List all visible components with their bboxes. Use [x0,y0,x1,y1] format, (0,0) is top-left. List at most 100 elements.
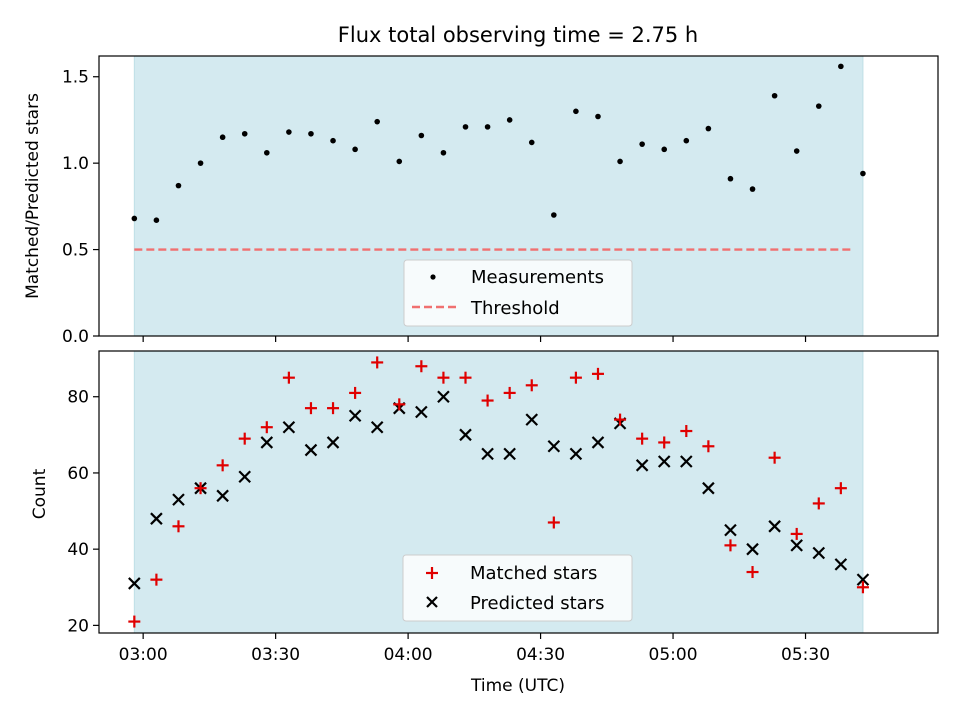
predicted-star-point [326,436,340,449]
x-stroke [591,436,605,449]
matched-star-point [569,371,582,384]
top-y-axis-label: Matched/Predicted stars [23,93,43,299]
measurement-point [462,124,469,130]
top-legend: Measurements Threshold [403,259,633,327]
bottom-legend: Matched stars Predicted stars [402,554,633,622]
chart-title: Flux total observing time = 2.75 h [338,23,698,47]
matched-star-point [128,615,141,628]
measurement-point [573,108,579,115]
x-tick-label: 04:30 [516,645,565,665]
x-stroke [724,523,737,537]
legend-matched-label: Matched stars [470,563,597,584]
matched-star-point [172,520,185,533]
predicted-star-point [370,420,384,434]
measurement-point [705,125,712,132]
predicted-star-point [635,459,649,472]
bottom-axis-ticks: 20 40 60 80 03:00 03:30 04:00 04:30 05:00 05:30 [67,388,830,665]
predicted-star-point [437,390,450,404]
measurement-point [838,63,844,70]
measurement-point [506,117,513,123]
matched-star-point [349,386,362,399]
predicted-star-point [812,546,826,560]
matched-star-point [658,436,671,449]
x-tick-label: 05:30 [781,645,830,665]
measurement-point [396,158,403,165]
x-stroke [768,520,781,533]
x-stroke [680,455,693,468]
predicted-star-point [503,447,516,461]
x-stroke [260,436,274,449]
matched-star-point [282,371,295,384]
x-stroke [503,447,516,461]
predicted-star-point [768,520,781,533]
matched-star-point [503,386,516,399]
matched-star-point [591,367,604,380]
bottom-legend-box [402,554,633,622]
predicted-star-point [790,539,803,552]
measurement-point [551,212,557,218]
matched-star-point [327,402,340,415]
measurement-point [860,170,866,177]
matched-star-point [680,425,693,438]
predicted-star-point [304,443,318,457]
measurement-point [308,130,314,137]
y-tick-label: 1.5 [62,68,89,88]
x-stroke [525,413,539,426]
top-axes-frame [98,55,939,337]
matched-star-point [790,527,803,540]
predicted-star-point [591,436,605,449]
measurement-point [175,182,182,189]
matched-star-point [216,459,229,472]
x-stroke [702,481,715,495]
predicted-star-point [172,493,185,506]
predicted-star-point [525,413,539,426]
measurement-point [683,137,690,144]
legend-threshold-label: Threshold [470,298,560,319]
x-stroke [459,428,472,442]
x-stroke [812,546,826,560]
x-stroke [790,539,803,552]
x-stroke [415,405,428,419]
x-stroke [481,447,494,461]
matched-star-point [371,356,384,369]
predicted-star-point [459,428,472,442]
x-stroke [635,459,649,472]
matched-star-point [547,516,560,529]
measurement-point [617,158,623,165]
matched-star-point [702,440,715,453]
predicted-star-point [702,481,715,495]
measurement-point [440,149,447,156]
measurement-point [286,129,292,135]
x-stroke [746,542,759,556]
top-axis-ticks: 0.0 0.5 1.0 1.5 [62,68,807,347]
x-stroke [834,558,848,571]
predicted-star-point [481,447,494,461]
bottom-y-axis-label: Count [30,468,50,519]
matched-star-point [150,573,163,586]
measurement-point [264,149,270,156]
predicted-star-point [260,436,274,449]
measurement-point [815,103,822,109]
y-tick-label: 0.0 [62,327,89,347]
count-points [128,356,870,628]
x-tick-label: 03:00 [119,645,168,665]
matched-star-point [304,402,317,415]
matched-star-point [724,539,737,552]
predicted-star-point [282,420,296,434]
y-tick-label: 40 [67,540,89,560]
x-stroke [547,439,561,453]
measurement-point [661,146,668,153]
top-legend-box [403,259,633,327]
x-stroke [326,436,340,449]
matched-star-point [746,566,759,579]
matched-star-point [636,432,649,445]
measurement-point [330,137,336,144]
x-stroke [569,447,583,461]
measurement-point [639,141,645,147]
matched-star-point [768,451,781,464]
measurement-point [727,175,734,182]
predicted-star-point [724,523,737,537]
matched-star-point [525,379,538,392]
measurement-point [352,146,358,153]
count-plot-panel: Count Time (UTC) 20 40 60 80 03:00 03:30 04:00… [30,350,939,696]
